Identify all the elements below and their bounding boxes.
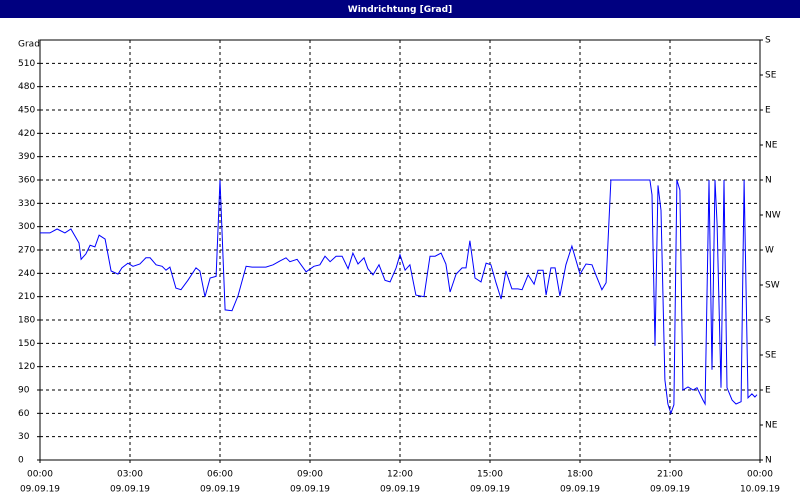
data-line: [40, 179, 758, 415]
y-tick-label: 330: [18, 199, 35, 209]
x-tick-label: 00:00: [27, 470, 53, 480]
y-tick-label: 300: [18, 222, 35, 232]
x-tick-date: 09.09.19: [200, 485, 240, 495]
y-tick-label: 270: [18, 246, 35, 256]
x-tick-label: 06:00: [207, 470, 233, 480]
y-tick-label: 150: [18, 339, 35, 349]
y2-tick-label: SW: [765, 281, 780, 291]
title-bar: [0, 0, 800, 18]
y2-tick-label: NW: [765, 211, 781, 221]
x-tick-label: 03:00: [117, 470, 143, 480]
x-tick-label: 18:00: [567, 470, 593, 480]
y-tick-label: 390: [18, 152, 35, 162]
x-tick-date: 10.09.19: [740, 485, 780, 495]
y-tick-label: 420: [18, 129, 35, 139]
y-tick-label: 510: [18, 59, 35, 69]
x-tick-date: 09.09.19: [380, 485, 420, 495]
y2-tick-label: NE: [765, 421, 778, 431]
y-tick-label: 480: [18, 82, 35, 92]
chart-title: Windrichtung [Grad]: [348, 5, 452, 15]
x-tick-label: 00:00: [747, 470, 773, 480]
y-tick-label: 90: [18, 386, 30, 396]
y-tick-label: 210: [18, 292, 35, 302]
y-tick-label: 60: [18, 409, 30, 419]
x-tick-date: 09.09.19: [290, 485, 330, 495]
x-tick-label: 21:00: [657, 470, 683, 480]
x-tick-label: 09:00: [297, 470, 323, 480]
y2-tick-label: NE: [765, 141, 778, 151]
y-tick-label: 120: [18, 362, 35, 372]
y2-tick-label: S: [765, 316, 771, 326]
y-tick-label: 30: [18, 432, 30, 442]
y-tick-label: 180: [18, 316, 35, 326]
x-tick-label: 12:00: [387, 470, 413, 480]
y2-tick-label: E: [765, 106, 771, 116]
x-tick-date: 09.09.19: [470, 485, 510, 495]
x-tick-label: 15:00: [477, 470, 503, 480]
y-tick-label: 360: [18, 176, 35, 186]
x-tick-date: 09.09.19: [650, 485, 690, 495]
plot-border: [39, 39, 761, 461]
y-axis-label: Grad: [18, 40, 40, 50]
y-tick-label: 240: [18, 269, 35, 279]
y2-tick-label: W: [765, 246, 774, 256]
y-tick-label: 0: [18, 456, 24, 466]
y2-tick-label: N: [765, 456, 772, 466]
x-tick-date: 09.09.19: [110, 485, 150, 495]
y-tick-label: 450: [18, 106, 35, 116]
y2-tick-label: S: [765, 36, 771, 46]
y2-tick-label: E: [765, 386, 771, 396]
y2-tick-label: SE: [765, 71, 777, 81]
y2-tick-label: N: [765, 176, 772, 186]
x-tick-date: 09.09.19: [560, 485, 600, 495]
x-tick-date: 09.09.19: [20, 485, 60, 495]
y2-tick-label: SE: [765, 351, 777, 361]
